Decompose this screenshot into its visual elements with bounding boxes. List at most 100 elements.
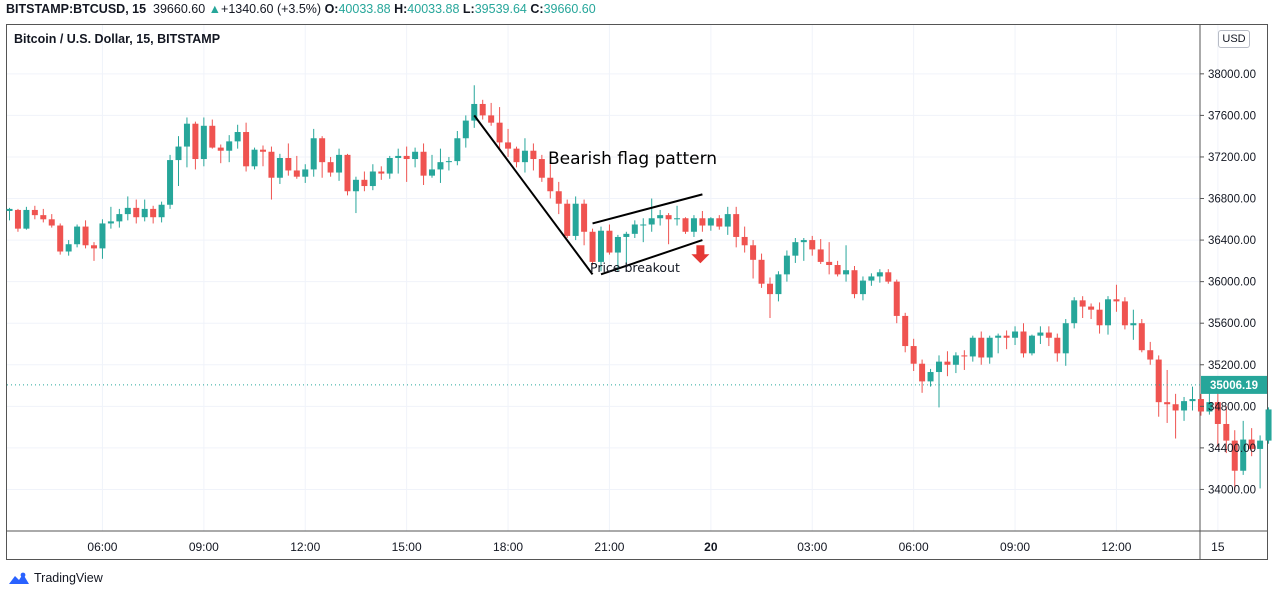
candle (91, 242, 97, 261)
high-label: H: (394, 2, 408, 16)
candle-body (623, 233, 630, 237)
candle-body (226, 141, 233, 151)
candle-body (986, 337, 993, 358)
candle-body (1121, 301, 1128, 326)
candle (192, 121, 199, 170)
candle (699, 210, 706, 232)
candle-body (952, 355, 959, 365)
candle-body (1164, 402, 1171, 405)
x-tick-label: 03:00 (797, 540, 827, 554)
candle-body (1172, 404, 1179, 411)
candle (826, 242, 833, 275)
candle-body (910, 346, 917, 364)
candle (758, 253, 765, 288)
candle (116, 208, 123, 228)
y-tick-label: 35200.00 (1208, 360, 1256, 372)
candle-body (893, 281, 900, 316)
candle (40, 208, 47, 223)
candle (944, 351, 951, 377)
y-tick-label: 37200.00 (1208, 152, 1256, 164)
candle-body (141, 208, 148, 218)
candle (648, 198, 655, 232)
candle-body (82, 226, 89, 246)
candle-body (1105, 299, 1111, 326)
breakout-label: Price breakout (590, 260, 680, 275)
y-tick-label: 35600.00 (1208, 318, 1256, 330)
candle-body (1181, 401, 1188, 411)
candle-body (234, 132, 241, 142)
candle (1155, 355, 1162, 417)
y-tick-label: 37600.00 (1208, 110, 1256, 122)
candle (572, 196, 579, 241)
candle-body (74, 226, 81, 245)
candle-body (978, 337, 985, 358)
candle-body (420, 151, 427, 176)
candle (555, 181, 562, 215)
candle-body (1037, 332, 1044, 336)
candle-body (564, 203, 571, 236)
candle-body (57, 225, 64, 252)
candle (369, 164, 376, 191)
candle-body (167, 160, 174, 205)
candle-body (429, 169, 435, 176)
candle (74, 224, 81, 248)
candle-body (285, 157, 292, 171)
candle-body (530, 150, 537, 160)
candle-body (1214, 402, 1221, 424)
candle (1079, 296, 1086, 319)
candle (285, 143, 292, 176)
candle-body (775, 274, 782, 295)
tradingview-logo[interactable]: TradingView (8, 569, 103, 587)
candle-body (1071, 300, 1078, 324)
candle (767, 277, 773, 319)
candle (1248, 428, 1255, 457)
candle (1113, 284, 1120, 312)
candle (175, 136, 182, 187)
candle-body (885, 272, 892, 282)
candle-body (555, 191, 562, 204)
candle-body (936, 361, 942, 373)
open-label: O: (324, 2, 339, 16)
candle-body (598, 230, 604, 262)
candle (716, 215, 723, 230)
candle-body (572, 203, 579, 236)
candle-body (809, 240, 816, 250)
currency-button[interactable]: USD (1218, 30, 1250, 48)
candle-body (902, 315, 909, 347)
candle (564, 199, 571, 238)
candle-body (327, 162, 334, 173)
candle (919, 359, 926, 393)
candle (200, 117, 207, 167)
tradingview-icon (9, 572, 29, 584)
candle (437, 148, 444, 183)
candle (674, 205, 681, 226)
candle-body (758, 259, 765, 284)
candle (995, 333, 1002, 354)
candle-body (1045, 332, 1052, 338)
candle-body (1079, 300, 1086, 307)
candle (589, 228, 596, 266)
candle (969, 335, 976, 362)
candle (1003, 330, 1010, 350)
candle-body (209, 125, 216, 148)
candle-body (445, 161, 452, 163)
candle (1130, 309, 1137, 340)
chart-frame[interactable] (6, 24, 1268, 560)
candle (885, 269, 892, 284)
candle (657, 209, 664, 226)
candle (429, 154, 435, 178)
flag-lower-line (600, 239, 703, 276)
candle (775, 271, 782, 302)
candle-body (496, 122, 503, 143)
candle (1214, 389, 1221, 447)
candle-body (716, 218, 723, 227)
candle-body (792, 242, 799, 256)
high-value: 40033.88 (407, 2, 460, 16)
candle-body (868, 276, 875, 281)
candle-body (243, 132, 250, 167)
candle (251, 147, 258, 170)
candle (538, 154, 545, 182)
candle (800, 237, 807, 261)
candle (927, 368, 934, 387)
